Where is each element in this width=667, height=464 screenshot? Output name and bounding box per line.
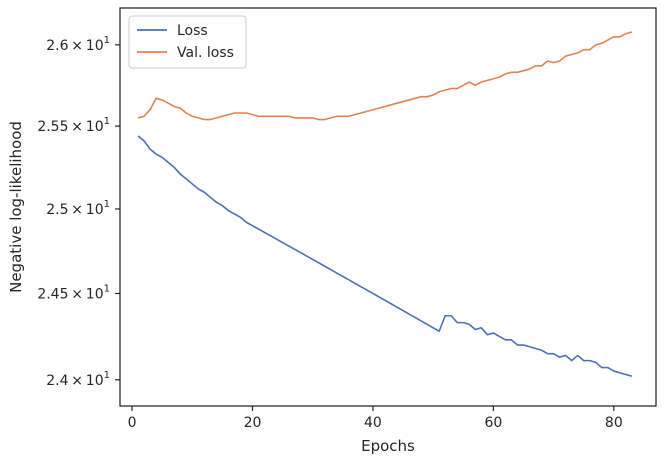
series-line-1 — [137, 31, 633, 121]
y-tick-label: 2.6 × 101 — [46, 35, 110, 54]
y-tick-label: 2.5 × 101 — [46, 199, 110, 218]
y-tick-label: 2.4 × 101 — [46, 370, 110, 389]
series-line-0 — [137, 135, 633, 378]
y-axis-ticks: 2.4 × 101 2.45 × 101 2.5 × 101 2.55 × 101 2.… — [37, 35, 120, 389]
series-group — [137, 31, 633, 378]
x-tick-label: 40 — [364, 415, 382, 431]
x-axis-ticks: 0 20 40 60 80 — [128, 406, 623, 431]
x-tick-label: 0 — [128, 415, 137, 431]
x-tick-label: 60 — [484, 415, 502, 431]
y-axis-label: Negative log-likelihood — [7, 121, 25, 293]
x-axis-label: Epochs — [361, 437, 415, 455]
legend-label: Val. loss — [177, 45, 234, 61]
plot-area — [119, 7, 657, 407]
legend-label: Loss — [177, 23, 208, 39]
x-tick-label: 20 — [244, 415, 262, 431]
x-tick-label: 80 — [605, 415, 623, 431]
legend-box — [128, 15, 247, 69]
y-tick-label: 2.45 × 101 — [37, 283, 110, 302]
legend: Loss Val. loss — [128, 15, 247, 69]
y-tick-label: 2.55 × 101 — [37, 116, 110, 135]
